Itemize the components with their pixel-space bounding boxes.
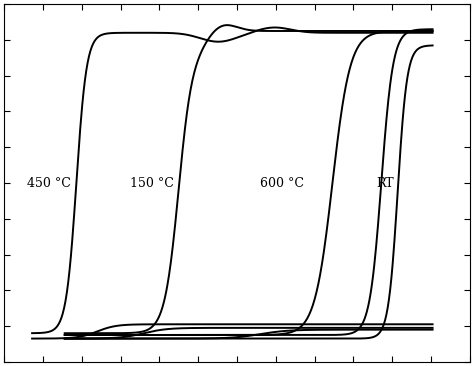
Text: 150 °C: 150 °C	[130, 176, 174, 190]
Text: RT: RT	[377, 176, 394, 190]
Text: 600 °C: 600 °C	[260, 176, 304, 190]
Text: 450 °C: 450 °C	[27, 176, 71, 190]
